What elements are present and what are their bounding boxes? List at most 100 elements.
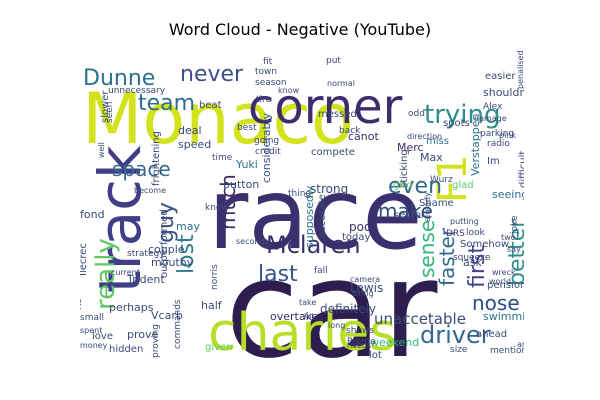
word-unnecessary: unnecessary: [108, 86, 166, 96]
word-messed: messed: [318, 109, 357, 120]
word-first: first: [465, 245, 490, 288]
word-charles: charles: [208, 303, 396, 360]
word-already: already: [423, 192, 432, 222]
word-hit: hit: [304, 312, 314, 321]
word-back: back: [339, 126, 361, 136]
word-shows: shows: [346, 326, 374, 336]
word-slower: slower: [100, 90, 111, 123]
word-track: track: [86, 145, 154, 293]
word-norris: norris: [210, 264, 220, 290]
word-thing: thing: [288, 189, 311, 199]
word-look: look: [466, 228, 486, 238]
word-faster: faster: [435, 227, 459, 286]
word-pool: pool: [349, 220, 375, 234]
word-shouldnt: shouldnt: [483, 86, 524, 99]
word-deal: deal: [178, 124, 202, 137]
word-joke: joke: [510, 215, 520, 235]
word-nose: nose: [472, 291, 520, 315]
word-even: even: [388, 174, 442, 199]
word-considerably: considerably: [260, 112, 273, 183]
word-car: car: [225, 231, 438, 360]
word-know: know: [278, 86, 300, 95]
word-make: make: [378, 199, 433, 223]
word-weekend: weekend: [370, 336, 419, 349]
word-lot: lot: [369, 350, 382, 360]
word-much: much: [216, 174, 240, 230]
word-current: current: [111, 268, 140, 277]
word-wreck: wreck: [492, 268, 516, 277]
word-parking: parking: [480, 129, 514, 139]
word-camera: camera: [350, 275, 380, 284]
word-cloud: Monaco car race corner track charles F1 trying M…: [80, 48, 524, 360]
word-penalised: penalised: [516, 50, 524, 89]
word-mention: mention: [490, 346, 524, 356]
word-strong: strong: [310, 182, 348, 196]
word-compete: compete: [311, 147, 355, 158]
word-pink: pink: [499, 131, 516, 140]
word-cloud-canvas: MonacocarracecornertrackcharlesF1tryingM…: [80, 50, 524, 360]
word-season: season: [255, 78, 287, 88]
word-accurate: accurate: [317, 194, 328, 238]
word-time: time: [212, 153, 233, 163]
word-merc: Merc: [397, 141, 424, 154]
word-trident: Trident: [126, 273, 165, 286]
word-swimming: swimming: [483, 310, 524, 323]
word-radio: radio: [487, 139, 510, 149]
word-spots: spots: [443, 118, 470, 129]
word-yuki: Yuki: [235, 158, 258, 171]
word-corner: corner: [248, 79, 403, 135]
word-spent: spent: [80, 326, 102, 335]
word-best: best: [237, 123, 257, 133]
word-seconds: seconds: [236, 237, 269, 246]
word-lost: lost: [174, 234, 199, 274]
word-damage: damage: [474, 114, 507, 123]
word-last: last: [258, 262, 298, 287]
word-max: Max: [420, 151, 443, 164]
word-size: size: [450, 345, 468, 355]
word-definitely: definitely: [320, 302, 376, 316]
word-long: long: [328, 321, 345, 330]
word-shame: Shame: [419, 198, 454, 209]
word-proving: proving: [151, 324, 161, 358]
word-outperformed: outperformed: [159, 209, 170, 278]
word-wurz: Wurz: [430, 175, 453, 185]
word-fond: fond: [80, 208, 105, 221]
word-easier: easier: [485, 71, 516, 82]
word-squeeze: squeeze: [453, 253, 491, 263]
word-supposedly: supposedly: [303, 185, 316, 248]
word-direction: direction: [407, 132, 442, 141]
word-team: team: [138, 91, 195, 116]
word-tire: tire: [256, 95, 272, 105]
word-im: Im: [487, 156, 500, 167]
word-town: town: [255, 67, 277, 77]
word-odd: odd: [408, 109, 425, 119]
word-miss: miss: [426, 136, 449, 147]
word-beat: beat: [199, 100, 222, 111]
word-re: Re: [80, 298, 84, 310]
word-lewis: Lewis: [350, 281, 383, 295]
word-world: world: [489, 277, 511, 286]
chart-title: Word Cloud - Negative (YouTube): [168, 20, 432, 39]
word-f1: F1: [430, 155, 476, 203]
word-alex: Alex: [483, 102, 503, 112]
word-sector: sector: [394, 210, 426, 221]
word-driver: driver: [420, 321, 491, 349]
word-drs: DRS: [446, 229, 465, 239]
word-better: better: [505, 218, 524, 286]
word-couple: couple: [148, 243, 185, 256]
word-never: never: [180, 62, 244, 87]
word-prema: Prema: [347, 337, 376, 347]
word-monaco: Monaco: [82, 78, 354, 160]
word-fall: fall: [314, 266, 328, 276]
word-mouthy: mouthy: [151, 256, 194, 269]
word-normal: normal: [327, 79, 355, 88]
word-may: may: [176, 220, 200, 233]
word-love: love: [92, 331, 113, 342]
word-canot: canot: [348, 130, 379, 143]
word-hidden: hidden: [109, 344, 143, 355]
word-ahead: ahead: [476, 329, 507, 340]
word-race: race: [208, 158, 423, 272]
word-two: two: [501, 233, 516, 242]
word-seen: seen: [105, 102, 115, 123]
word-verstappen: Verstappen: [469, 114, 482, 176]
